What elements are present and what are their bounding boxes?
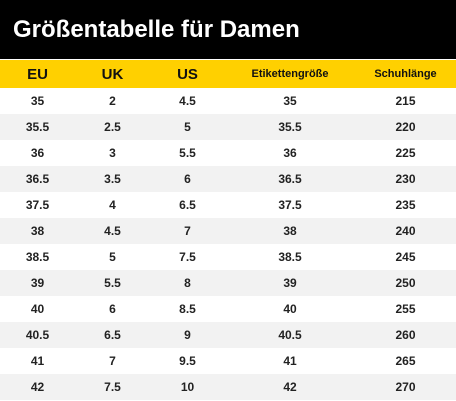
header-eu: EU bbox=[0, 60, 75, 88]
cell-eu: 36.5 bbox=[0, 166, 75, 192]
cell-us: 9.5 bbox=[150, 348, 225, 374]
table-row: 38.5 5 7.5 38.5 245 bbox=[0, 244, 456, 270]
cell-shoe-length: 270 bbox=[355, 374, 456, 400]
cell-shoe-length: 255 bbox=[355, 296, 456, 322]
cell-eu: 35 bbox=[0, 88, 75, 114]
cell-label-size: 39 bbox=[225, 270, 355, 296]
header-label-size: Etikettengröße bbox=[225, 60, 355, 88]
header-us: US bbox=[150, 60, 225, 88]
table-row: 38 4.5 7 38 240 bbox=[0, 218, 456, 244]
cell-us: 4.5 bbox=[150, 88, 225, 114]
cell-label-size: 40 bbox=[225, 296, 355, 322]
table-row: 35.5 2.5 5 35.5 220 bbox=[0, 114, 456, 140]
header-uk: UK bbox=[75, 60, 150, 88]
cell-eu: 40 bbox=[0, 296, 75, 322]
cell-label-size: 42 bbox=[225, 374, 355, 400]
cell-eu: 38.5 bbox=[0, 244, 75, 270]
cell-us: 10 bbox=[150, 374, 225, 400]
cell-label-size: 41 bbox=[225, 348, 355, 374]
cell-label-size: 40.5 bbox=[225, 322, 355, 348]
cell-shoe-length: 225 bbox=[355, 140, 456, 166]
cell-uk: 3 bbox=[75, 140, 150, 166]
cell-eu: 36 bbox=[0, 140, 75, 166]
cell-us: 7 bbox=[150, 218, 225, 244]
cell-label-size: 36.5 bbox=[225, 166, 355, 192]
cell-label-size: 37.5 bbox=[225, 192, 355, 218]
cell-shoe-length: 260 bbox=[355, 322, 456, 348]
cell-label-size: 36 bbox=[225, 140, 355, 166]
cell-label-size: 38.5 bbox=[225, 244, 355, 270]
cell-us: 8.5 bbox=[150, 296, 225, 322]
cell-label-size: 38 bbox=[225, 218, 355, 244]
cell-uk: 6.5 bbox=[75, 322, 150, 348]
table-row: 37.5 4 6.5 37.5 235 bbox=[0, 192, 456, 218]
cell-uk: 5 bbox=[75, 244, 150, 270]
cell-uk: 5.5 bbox=[75, 270, 150, 296]
cell-eu: 41 bbox=[0, 348, 75, 374]
cell-uk: 6 bbox=[75, 296, 150, 322]
table-row: 36 3 5.5 36 225 bbox=[0, 140, 456, 166]
table-row: 40.5 6.5 9 40.5 260 bbox=[0, 322, 456, 348]
table-body: 35 2 4.5 35 215 35.5 2.5 5 35.5 220 36 3 5.5 36 225 36.… bbox=[0, 88, 456, 400]
cell-eu: 42 bbox=[0, 374, 75, 400]
cell-shoe-length: 240 bbox=[355, 218, 456, 244]
cell-shoe-length: 250 bbox=[355, 270, 456, 296]
cell-shoe-length: 230 bbox=[355, 166, 456, 192]
cell-uk: 3.5 bbox=[75, 166, 150, 192]
cell-us: 8 bbox=[150, 270, 225, 296]
cell-shoe-length: 215 bbox=[355, 88, 456, 114]
cell-uk: 7 bbox=[75, 348, 150, 374]
cell-uk: 2 bbox=[75, 88, 150, 114]
table-row: 35 2 4.5 35 215 bbox=[0, 88, 456, 114]
table-row: 40 6 8.5 40 255 bbox=[0, 296, 456, 322]
cell-label-size: 35 bbox=[225, 88, 355, 114]
cell-eu: 38 bbox=[0, 218, 75, 244]
cell-shoe-length: 235 bbox=[355, 192, 456, 218]
chart-title: Größentabelle für Damen bbox=[0, 0, 456, 59]
cell-uk: 2.5 bbox=[75, 114, 150, 140]
cell-shoe-length: 220 bbox=[355, 114, 456, 140]
cell-us: 7.5 bbox=[150, 244, 225, 270]
table-row: 36.5 3.5 6 36.5 230 bbox=[0, 166, 456, 192]
cell-uk: 7.5 bbox=[75, 374, 150, 400]
cell-shoe-length: 245 bbox=[355, 244, 456, 270]
size-table: EU UK US Etikettengröße Schuhlänge 35 2 4.… bbox=[0, 60, 456, 400]
table-row: 41 7 9.5 41 265 bbox=[0, 348, 456, 374]
cell-us: 5 bbox=[150, 114, 225, 140]
cell-uk: 4.5 bbox=[75, 218, 150, 244]
table-row: 39 5.5 8 39 250 bbox=[0, 270, 456, 296]
cell-uk: 4 bbox=[75, 192, 150, 218]
header-shoe-length: Schuhlänge bbox=[355, 60, 456, 88]
cell-eu: 39 bbox=[0, 270, 75, 296]
cell-us: 5.5 bbox=[150, 140, 225, 166]
table-row: 42 7.5 10 42 270 bbox=[0, 374, 456, 400]
cell-us: 6.5 bbox=[150, 192, 225, 218]
header-row: EU UK US Etikettengröße Schuhlänge bbox=[0, 60, 456, 88]
cell-shoe-length: 265 bbox=[355, 348, 456, 374]
cell-us: 9 bbox=[150, 322, 225, 348]
cell-label-size: 35.5 bbox=[225, 114, 355, 140]
cell-eu: 35.5 bbox=[0, 114, 75, 140]
cell-us: 6 bbox=[150, 166, 225, 192]
cell-eu: 40.5 bbox=[0, 322, 75, 348]
cell-eu: 37.5 bbox=[0, 192, 75, 218]
